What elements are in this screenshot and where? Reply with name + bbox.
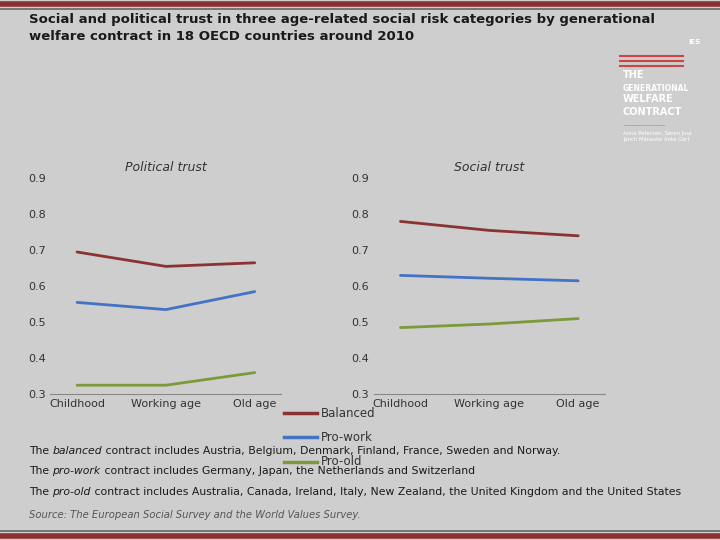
Text: Social and political trust in three age-related social risk categories by genera: Social and political trust in three age-… [29,14,654,26]
Text: pro-work: pro-work [53,466,101,476]
Title: Political trust: Political trust [125,161,207,174]
Text: welfare contract in 18 OECD countries around 2010: welfare contract in 18 OECD countries ar… [29,30,414,43]
Text: Balanced: Balanced [320,407,375,420]
Text: THE: THE [623,70,644,80]
Text: Anna Petersen, Søren Juul
Janch Mäneske Ante Gärt: Anna Petersen, Søren Juul Janch Mäneske … [623,131,691,142]
Text: Pro-work: Pro-work [320,431,372,444]
Text: The: The [29,466,53,476]
Text: IES: IES [689,39,701,45]
Text: The: The [29,446,53,456]
Text: Pro-old: Pro-old [320,455,362,468]
Text: GENERATIONAL: GENERATIONAL [623,84,689,93]
Text: Source: The European Social Survey and the World Values Survey.: Source: The European Social Survey and t… [29,510,361,520]
Text: balanced: balanced [53,446,102,456]
Text: The: The [29,487,53,497]
Title: Social trust: Social trust [454,161,524,174]
Text: contract includes Australia, Canada, Ireland, Italy, New Zealand, the United Kin: contract includes Australia, Canada, Ire… [91,487,681,497]
Text: CONTRACT: CONTRACT [623,107,682,117]
Text: contract includes Germany, Japan, the Netherlands and Switzerland: contract includes Germany, Japan, the Ne… [101,466,474,476]
Text: contract includes Austria, Belgium, Denmark, Finland, France, Sweden and Norway.: contract includes Austria, Belgium, Denm… [102,446,560,456]
Text: ─────────────: ───────────── [623,124,665,129]
Text: WELFARE: WELFARE [623,94,673,104]
Text: pro-old: pro-old [53,487,91,497]
